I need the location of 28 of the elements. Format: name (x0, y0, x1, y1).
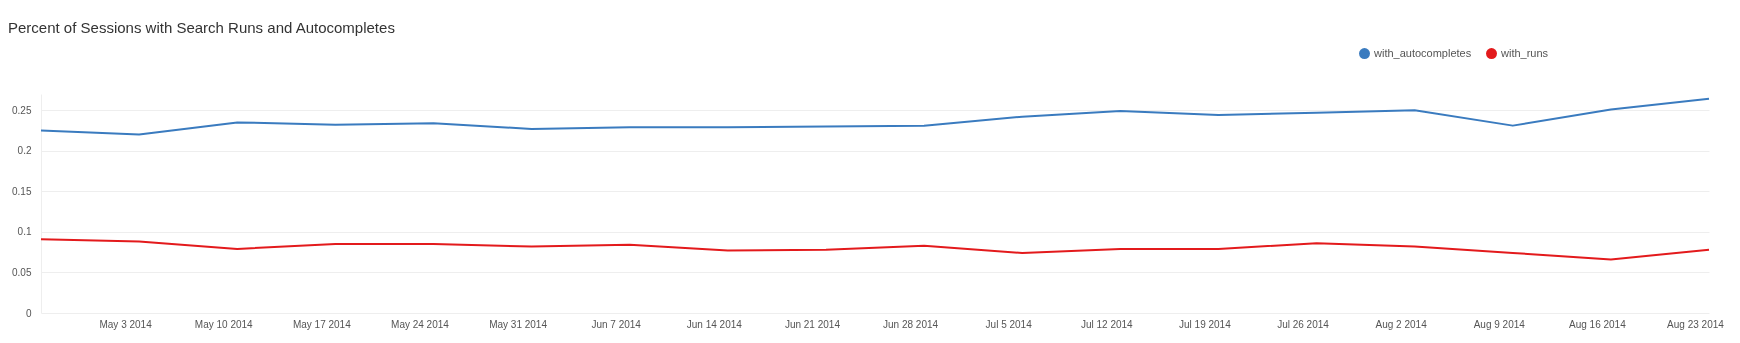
y-tick-label: 0.1 (17, 226, 32, 238)
legend-label: with_runs (1500, 46, 1549, 59)
x-tick-label: Jun 14 2014 (686, 318, 743, 330)
x-tick-label: May 31 2014 (489, 318, 548, 330)
x-tick-label: Jun 7 2014 (591, 318, 642, 330)
line-series (40, 238, 1710, 261)
x-tick-label: Aug 23 2014 (1667, 318, 1725, 330)
x-tick-label: May 24 2014 (391, 318, 450, 330)
x-tick-label: Jul 12 2014 (1080, 318, 1134, 330)
x-tick-label: Aug 2 2014 (1375, 318, 1428, 330)
y-tick-label: 0.25 (12, 104, 32, 116)
y-tick-label: 0.2 (17, 145, 32, 157)
x-tick-label: Aug 16 2014 (1569, 318, 1627, 330)
x-tick-label: May 10 2014 (194, 318, 254, 330)
x-tick-label: Jul 26 2014 (1277, 318, 1330, 330)
x-tick-label: Aug 9 2014 (1473, 318, 1526, 330)
chart-title: Percent of Sessions with Search Runs and Autocompletes (8, 19, 395, 36)
x-tick-label: May 17 2014 (292, 318, 352, 330)
x-tick-label: Jun 21 2014 (784, 318, 841, 330)
y-tick-label: 0.15 (12, 185, 32, 197)
y-tick-label: 0.05 (12, 266, 32, 278)
y-tick-label: 0 (25, 307, 32, 319)
line-series (40, 97, 1710, 136)
x-tick-label: Jun 28 2014 (883, 318, 939, 330)
x-tick-label: May 3 2014 (99, 318, 153, 330)
legend-label: with_autocompletes (1373, 46, 1472, 59)
x-tick-label: Jul 5 2014 (985, 318, 1033, 330)
x-tick-label: Jul 19 2014 (1179, 318, 1232, 330)
